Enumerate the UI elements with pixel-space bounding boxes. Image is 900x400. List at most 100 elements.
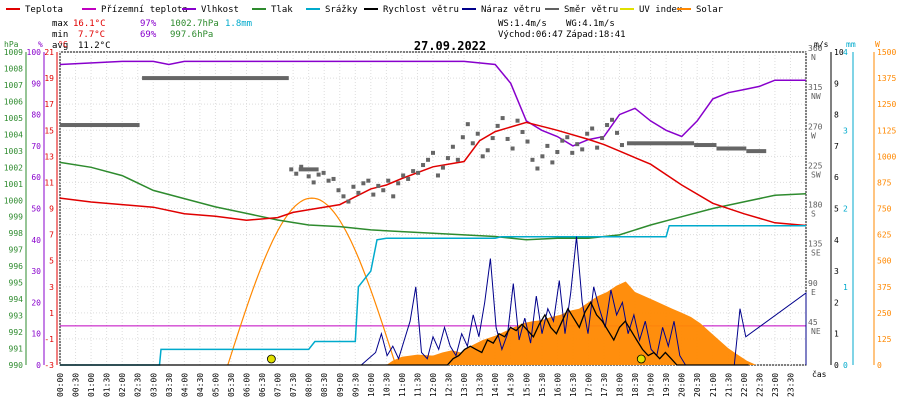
solar-tick: 1125	[877, 126, 896, 135]
solar-tick: 1375	[877, 74, 896, 83]
x-tick-label: 11:00	[398, 373, 407, 397]
legend-label: Tlak	[271, 5, 293, 15]
x-tick-label: 12:00	[429, 373, 438, 397]
wind-direction-point	[460, 135, 465, 140]
x-tick-label: 19:00	[647, 373, 656, 397]
right-axes: 360N315NW270W225SW180S135SE90E45NEm/s012…	[808, 40, 896, 370]
x-tick-label: 08:00	[305, 373, 314, 397]
wind-direction-tick: 135	[808, 240, 823, 249]
legend-label: Teplota	[25, 5, 63, 15]
x-tick-label: 09:00	[336, 373, 345, 397]
stat-avg-label: avg	[52, 41, 68, 51]
wind-direction-point	[331, 176, 336, 181]
wind-speed-axis: m/s 0 1 2 3 4 5 6 7 8 9 10	[814, 40, 844, 370]
wind-direction-compass: W	[811, 131, 816, 140]
x-tick-label: 16:00	[553, 373, 562, 397]
wind-direction-compass: E	[811, 288, 816, 297]
temperature-axis-tick: 1	[49, 309, 54, 318]
pressure-axis-tick: 1008	[4, 64, 23, 73]
wind-direction-point	[426, 157, 431, 162]
solar-tick: 125	[877, 335, 892, 344]
wind-direction-point	[321, 170, 326, 175]
temperature-axis-tick: 13	[44, 152, 54, 161]
wind-direction-point	[570, 150, 575, 155]
temperature-line	[59, 121, 807, 227]
humidity-axis-tick: 100	[27, 48, 42, 57]
pressure-axis-tick: 993	[9, 312, 24, 321]
wind-direction-point	[455, 157, 460, 162]
x-tick-label: 15:30	[538, 373, 547, 397]
wind-direction-point	[351, 184, 356, 189]
humidity-axis-tick: 10	[31, 330, 41, 339]
wind-speed-tick: 4	[834, 236, 839, 245]
wind-direction-point	[485, 148, 490, 153]
wind-direction-point	[311, 180, 316, 185]
x-tick-label: 11:30	[413, 373, 422, 397]
wind-direction-point	[289, 167, 294, 172]
stat-wind-speed: WS:1.4m/s	[498, 19, 547, 29]
wind-direction-point	[535, 166, 540, 171]
humidity-axis-tick: 50	[31, 205, 41, 214]
x-tick-label: 21:30	[724, 373, 733, 397]
wind-direction-point	[346, 199, 351, 204]
legend-label: Srážky	[325, 5, 358, 15]
wind-direction-point	[465, 122, 470, 127]
stat-avg-temp: 11.2°C	[78, 41, 111, 51]
humidity-axis-tick: 80	[31, 111, 41, 120]
wind-direction-point	[615, 130, 620, 135]
wind-direction-tick: 360	[808, 44, 823, 53]
pressure-axis-tick: 995	[9, 279, 24, 288]
legend-label: UV index	[639, 5, 683, 15]
pressure-axis-tick: 996	[9, 262, 24, 271]
solar-tick: 625	[877, 231, 892, 240]
wind-direction-point	[580, 147, 585, 152]
temperature-axis-tick: 9	[49, 205, 54, 214]
wind-direction-segment	[694, 143, 717, 148]
temperature-axis-tick: 5	[49, 257, 54, 266]
wind-direction-point	[294, 171, 299, 176]
wind-direction-point	[470, 141, 475, 146]
stat-sunset: Západ:18:41	[566, 30, 626, 40]
stat-rain-total: 1.8mm	[225, 19, 252, 29]
wind-direction-point	[396, 181, 401, 186]
wind-direction-tick: 180	[808, 201, 823, 210]
wind-direction-point	[316, 172, 321, 177]
wind-direction-point	[371, 192, 376, 197]
x-tick-label: 17:00	[584, 373, 593, 397]
wind-gust-line	[60, 236, 807, 366]
stats-panel: max 16.1°C 97% 1002.7hPa 1.8mm min 7.7°C 69% 997…	[52, 19, 626, 51]
solar-unit: W	[875, 40, 880, 49]
solar-clear-sky-curve	[227, 197, 397, 366]
x-tick-label: 03:00	[149, 373, 158, 397]
pressure-axis-tick: 990	[9, 361, 24, 370]
x-tick-label: 06:00	[243, 373, 252, 397]
solar-tick: 1500	[877, 48, 896, 57]
rain-tick: 0	[843, 361, 848, 370]
pressure-axis-tick: 1006	[4, 97, 23, 106]
solar-axis: W 0 125 250 375 500 625 750 875 1000 1125 1250 1375 1…	[873, 40, 896, 370]
pressure-axis-tick: 1001	[4, 180, 23, 189]
stat-wind-gust: WG:4.1m/s	[566, 19, 615, 29]
wind-speed-tick: 1	[834, 330, 839, 339]
wind-direction-point	[540, 154, 545, 159]
legend-label: Solar	[696, 5, 724, 15]
plot-area	[59, 51, 807, 366]
x-tick-label: 14:30	[507, 373, 516, 397]
x-tick-label: 20:30	[693, 373, 702, 397]
pressure-axis: hPa 990 991 992 993 994 995 996 997 998 999 1000 100…	[4, 40, 27, 370]
wind-direction-compass: S	[811, 210, 816, 219]
wind-direction-point	[560, 138, 565, 143]
wind-direction-point	[450, 144, 455, 149]
wind-direction-point	[619, 143, 624, 148]
temperature-axis-tick: 11	[44, 178, 54, 187]
x-tick-label: 04:00	[180, 373, 189, 397]
wind-speed-tick: 3	[834, 267, 839, 276]
pressure-axis-tick: 1005	[4, 114, 23, 123]
legend-label: Směr větru	[564, 5, 618, 15]
wind-direction-tick: 270	[808, 122, 823, 131]
wind-direction-point	[416, 170, 421, 175]
stat-min-pressure: 997.6hPa	[170, 30, 213, 40]
pressure-axis-tick: 998	[9, 229, 24, 238]
